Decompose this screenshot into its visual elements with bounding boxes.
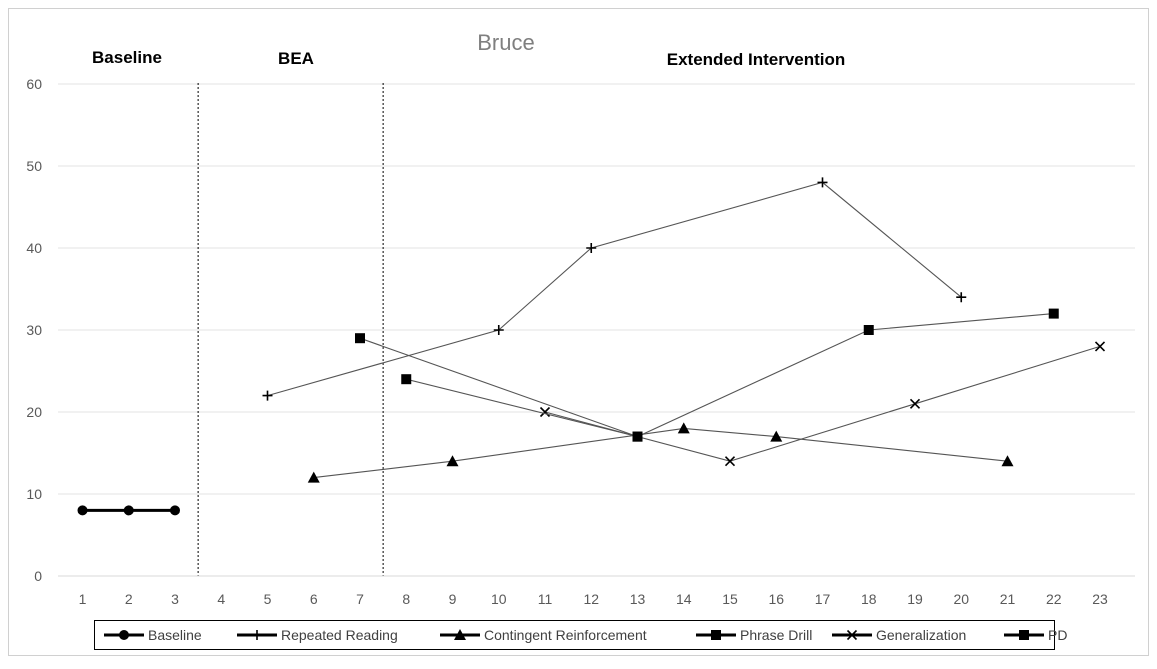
y-tick-label: 40	[26, 240, 42, 256]
x-tick-label: 2	[125, 591, 133, 607]
legend-label: Repeated Reading	[281, 627, 398, 643]
data-point	[401, 374, 412, 385]
y-tick-labels: 0 10 20 30 40 50 60	[26, 76, 42, 584]
x-tick-label: 6	[310, 591, 318, 607]
series-line	[359, 313, 1054, 438]
x-tick-label: 5	[264, 591, 272, 607]
data-point	[539, 406, 551, 418]
phase-label-bea: BEA	[278, 49, 314, 68]
legend-marker	[1019, 630, 1029, 640]
legend-label: Baseline	[148, 627, 202, 643]
data-point	[446, 455, 459, 467]
y-tick-label: 10	[26, 486, 42, 502]
legend-marker	[252, 630, 262, 640]
x-tick-label: 13	[630, 591, 646, 607]
x-tick-label: 18	[861, 591, 877, 607]
data-point	[817, 177, 828, 188]
data-point	[123, 505, 134, 516]
legend-item: PD	[1004, 627, 1067, 643]
data-point	[677, 422, 690, 434]
series-5	[401, 374, 643, 442]
legend-item: Generalization	[832, 627, 966, 643]
data-point	[956, 292, 967, 303]
chart-title: Bruce	[477, 30, 534, 55]
x-tick-label: 11	[538, 591, 553, 607]
data-point	[1048, 308, 1059, 319]
data-point	[355, 333, 365, 344]
y-tick-label: 0	[34, 568, 42, 584]
data-point	[863, 325, 874, 335]
series-2	[307, 422, 1014, 483]
x-tick-label: 16	[768, 591, 784, 607]
data-point	[1094, 341, 1106, 352]
phase-label-extended-intervention: Extended Intervention	[667, 50, 846, 69]
legend-item: Repeated Reading	[237, 627, 398, 643]
x-tick-label: 10	[491, 591, 507, 607]
legend-label: PD	[1048, 627, 1067, 643]
x-tick-label: 12	[583, 591, 599, 607]
series-1	[262, 177, 967, 401]
y-tick-label: 60	[26, 76, 42, 92]
x-tick-label: 19	[907, 591, 923, 607]
x-tick-label: 14	[676, 591, 692, 607]
series-line	[406, 378, 638, 438]
data-series	[77, 177, 1106, 516]
data-point	[770, 430, 783, 442]
data-point	[724, 456, 736, 467]
y-tick-label: 50	[26, 158, 42, 174]
data-point	[1001, 455, 1014, 467]
x-tick-labels: 1 2 3 4 5 6 7 8 9 10 11 12 13 14 15 16 17 18 19 20 21 22 23	[79, 591, 1108, 607]
legend-box	[94, 620, 1055, 650]
legend-item: Phrase Drill	[696, 627, 812, 643]
series-0	[77, 505, 180, 516]
data-point	[909, 398, 921, 409]
legend-label: Contingent Reinforcement	[484, 627, 647, 643]
x-tick-label: 21	[1000, 591, 1016, 607]
data-point	[77, 505, 88, 516]
x-tick-label: 9	[449, 591, 457, 607]
legend-marker	[119, 630, 129, 640]
legend-item: Baseline	[104, 627, 202, 643]
legend: Baseline Repeated Reading Contingent Reinf…	[94, 620, 1067, 650]
legend-item: Contingent Reinforcement	[440, 627, 647, 643]
x-tick-label: 4	[217, 591, 225, 607]
data-point	[493, 325, 504, 335]
x-tick-label: 7	[356, 591, 364, 607]
phase-label-baseline: Baseline	[92, 48, 162, 67]
x-tick-label: 22	[1046, 591, 1062, 607]
x-tick-label: 3	[171, 591, 179, 607]
y-tick-label: 20	[26, 404, 42, 420]
x-tick-label: 8	[402, 591, 410, 607]
y-tick-label: 30	[26, 322, 42, 338]
legend-marker	[711, 630, 721, 640]
data-point	[632, 431, 643, 442]
data-point	[307, 471, 320, 483]
legend-label: Generalization	[876, 627, 966, 643]
x-tick-label: 20	[953, 591, 969, 607]
x-tick-label: 15	[722, 591, 738, 607]
data-point	[262, 390, 273, 401]
x-tick-label: 23	[1092, 591, 1108, 607]
gridlines	[58, 83, 1135, 495]
legend-marker	[846, 629, 858, 641]
legend-label: Phrase Drill	[740, 627, 812, 643]
legend-marker	[454, 629, 466, 640]
x-tick-label: 1	[79, 591, 87, 607]
chart-frame	[8, 8, 1149, 656]
x-tick-label: 17	[815, 591, 831, 607]
data-point	[170, 505, 180, 516]
data-point	[586, 243, 597, 253]
